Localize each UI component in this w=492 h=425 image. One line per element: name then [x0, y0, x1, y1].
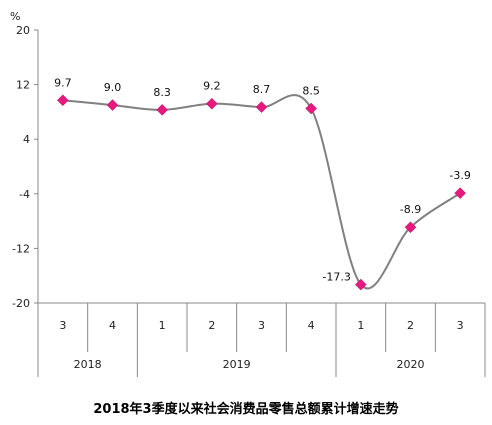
quarter-label: 2: [208, 319, 215, 332]
y-tick-label: 20: [16, 24, 30, 37]
y-unit-label: %: [10, 10, 20, 23]
year-label: 2020: [397, 358, 425, 371]
data-label: 8.3: [153, 86, 171, 99]
data-markers: [56, 94, 467, 291]
quarter-label: 1: [159, 319, 166, 332]
quarter-label: 3: [59, 319, 66, 332]
x-axis-categories: 3 4 1 2 3 4 1 2 3 2018 2019 2020: [37, 303, 486, 377]
quarter-label: 4: [109, 319, 116, 332]
data-point: [156, 103, 169, 116]
y-tick-label: -20: [12, 297, 30, 310]
data-point: [404, 221, 417, 234]
quarter-label: 3: [457, 319, 464, 332]
quarter-label: 3: [258, 319, 265, 332]
data-point: [205, 97, 218, 110]
data-point: [454, 187, 467, 199]
y-tick-label: 12: [16, 79, 30, 92]
quarter-label: 1: [357, 319, 364, 332]
y-tick-label: 4: [23, 133, 30, 146]
quarter-label: 2: [407, 319, 414, 332]
data-label: 8.5: [302, 84, 320, 97]
series-line: [62, 94, 461, 290]
data-label: 8.7: [253, 83, 271, 96]
data-point: [56, 94, 69, 107]
y-tick-label: -4: [19, 188, 30, 201]
data-labels: 9.7 9.0 8.3 9.2 8.7 8.5 -17.3 -8.9 -3.9: [54, 76, 471, 283]
data-point: [305, 102, 318, 115]
data-point: [255, 101, 268, 113]
data-label: 9.2: [203, 80, 221, 93]
y-axis-ticks: 20 12 4 -4 -12 -20: [12, 24, 38, 310]
quarter-label: 4: [308, 319, 315, 332]
data-point: [354, 278, 367, 291]
y-tick-label: -12: [12, 242, 30, 255]
data-label: 9.0: [104, 81, 122, 94]
data-point: [106, 99, 119, 111]
year-label: 2019: [223, 358, 251, 371]
chart-title: 2018年3季度以来社会消费品零售总额累计增速走势: [93, 402, 399, 417]
data-label: -8.9: [400, 203, 421, 216]
data-label: 9.7: [54, 76, 72, 89]
data-label: -17.3: [322, 271, 350, 284]
year-label: 2018: [74, 358, 102, 371]
data-label: -3.9: [449, 169, 470, 182]
